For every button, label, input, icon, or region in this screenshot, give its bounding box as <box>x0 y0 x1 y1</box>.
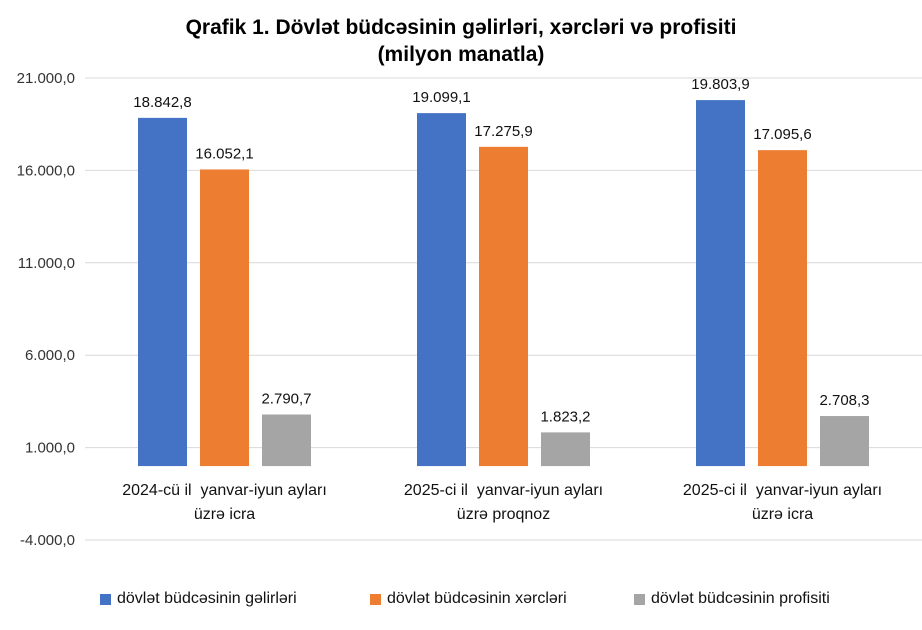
bar <box>696 100 745 467</box>
data-label: 17.275,9 <box>474 123 532 140</box>
category-label: üzrə icra <box>194 506 255 523</box>
data-label: 18.842,8 <box>133 94 191 111</box>
chart-title: Qrafik 1. Dövlət büdcəsinin gəlirləri, x… <box>0 14 922 68</box>
y-tick-label: 21.000,0 <box>17 70 75 87</box>
data-label: 2.708,3 <box>819 392 869 409</box>
bar <box>541 432 590 467</box>
legend-item: dövlət büdcəsinin gəlirləri <box>100 590 297 608</box>
chart-title-line1: Qrafik 1. Dövlət büdcəsinin gəlirləri, x… <box>185 16 737 39</box>
bar <box>417 113 466 467</box>
bar <box>479 146 528 467</box>
y-tick-label: 16.000,0 <box>17 162 75 179</box>
legend-label: dövlət büdcəsinin xərcləri <box>387 590 567 607</box>
y-tick-label: 11.000,0 <box>18 255 75 272</box>
legend-item: dövlət büdcəsinin profisiti <box>634 590 830 608</box>
bar <box>138 117 187 467</box>
legend-item: dövlət büdcəsinin xərcləri <box>370 590 567 608</box>
data-label: 19.803,9 <box>691 76 749 93</box>
chart-title-line2: (milyon manatla) <box>377 43 545 66</box>
data-label: 19.099,1 <box>412 89 470 106</box>
y-tick-label: -4.000,0 <box>20 532 75 549</box>
bar <box>200 169 249 467</box>
data-label: 1.823,2 <box>540 408 590 425</box>
legend-swatch <box>634 593 645 605</box>
category-label: 2025-ci il yanvar-iyun ayları <box>404 482 603 499</box>
y-tick-label: 1.000,0 <box>25 440 75 457</box>
bar-chart: 21.000,0 16.000,0 11.000,0 6.000,0 1.000,0 -4… <box>17 70 922 549</box>
legend: dövlət büdcəsinin gəlirləri dövlət büdcəs… <box>0 590 922 614</box>
legend-label: dövlət büdcəsinin gəlirləri <box>117 590 297 607</box>
category-label: üzrə icra <box>752 506 813 523</box>
category-label: üzrə proqnoz <box>457 506 550 523</box>
bar <box>758 150 807 467</box>
data-label: 17.095,6 <box>753 126 811 143</box>
legend-label: dövlət büdcəsinin profisiti <box>651 590 830 607</box>
category-label: 2025-ci il yanvar-iyun ayları <box>683 482 882 499</box>
bar <box>820 416 869 467</box>
legend-swatch <box>370 593 381 605</box>
legend-swatch <box>100 593 111 605</box>
bar <box>262 414 311 467</box>
data-label: 2.790,7 <box>261 391 311 408</box>
y-tick-label: 6.000,0 <box>25 347 75 364</box>
category-label: 2024-cü il yanvar-iyun ayları <box>122 482 327 499</box>
data-label: 16.052,1 <box>195 145 253 162</box>
